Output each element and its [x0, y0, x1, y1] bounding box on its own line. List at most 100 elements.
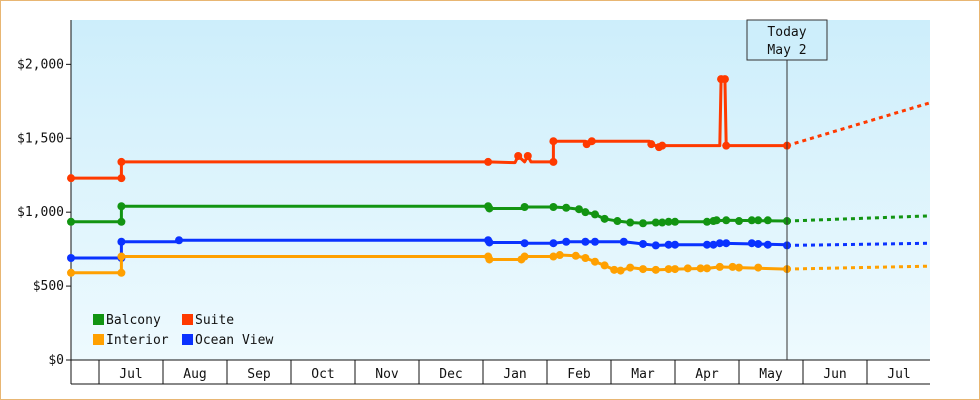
- plot-background: [71, 20, 930, 360]
- y-tick-label: $500: [33, 279, 64, 294]
- data-point-balcony: [485, 204, 494, 213]
- data-point-ocean-view: [671, 240, 679, 249]
- x-tick-label: Aug: [183, 367, 206, 382]
- legend-swatch-suite: [182, 314, 193, 325]
- data-point-interior: [651, 265, 660, 274]
- data-point-balcony: [117, 202, 126, 211]
- data-point-balcony: [626, 218, 635, 227]
- data-point-ocean-view: [651, 241, 660, 250]
- data-point-ocean-view: [664, 240, 673, 249]
- data-point-ocean-view: [747, 239, 756, 248]
- data-point-ocean-view: [639, 239, 647, 248]
- data-point-balcony: [703, 217, 711, 226]
- data-point-balcony: [763, 216, 772, 225]
- x-tick-label: May: [759, 367, 783, 382]
- data-point-ocean-view: [581, 237, 590, 246]
- data-point-balcony: [67, 217, 75, 226]
- data-point-balcony: [549, 203, 558, 211]
- legend-swatch-interior: [93, 334, 104, 345]
- series-ocean-view: [67, 236, 931, 262]
- legend: Balcony Suite Interior Ocean View: [93, 313, 273, 348]
- data-point-balcony: [575, 205, 583, 214]
- data-point-balcony: [613, 217, 622, 226]
- data-point-suite: [117, 174, 126, 183]
- data-point-interior: [485, 255, 494, 264]
- data-point-ocean-view: [754, 239, 763, 248]
- data-point-interior: [639, 265, 647, 274]
- data-point-suite: [647, 140, 656, 149]
- x-tick-label: Nov: [375, 367, 399, 382]
- today-label-line-2: May 2: [767, 43, 806, 58]
- data-point-interior: [117, 268, 126, 277]
- data-point-balcony: [117, 217, 126, 226]
- data-point-interior: [600, 261, 609, 270]
- x-tick-label: Mar: [631, 367, 655, 382]
- x-tick-label: Jul: [887, 367, 910, 382]
- data-point-suite: [549, 157, 558, 166]
- x-tick-label: Feb: [567, 367, 591, 382]
- series-balcony: [67, 202, 931, 228]
- data-point-ocean-view: [709, 240, 718, 249]
- data-point-interior: [664, 265, 673, 274]
- data-point-balcony: [562, 203, 571, 212]
- data-point-balcony: [658, 218, 667, 227]
- data-point-balcony: [600, 214, 609, 223]
- data-point-suite: [523, 152, 532, 160]
- data-point-interior: [728, 262, 737, 271]
- data-point-interior: [703, 264, 711, 273]
- y-tick-label: $1,000: [17, 205, 64, 220]
- data-point-ocean-view: [67, 254, 75, 262]
- x-axis: Jul Aug Sep Oct Nov Dec Jan Feb Mar Apr May Jun Jul: [71, 359, 930, 385]
- y-tick-label: $0: [48, 353, 64, 368]
- legend-label-ocean-view: Ocean View: [195, 333, 273, 348]
- legend-swatch-balcony: [93, 314, 104, 325]
- data-point-interior: [520, 252, 529, 261]
- data-point-balcony: [722, 216, 731, 225]
- data-point-balcony: [581, 208, 590, 217]
- y-axis: $0 $500 $1,000 $1,500 $2,000: [17, 20, 72, 384]
- series-suite: [67, 75, 931, 183]
- data-point-interior: [671, 265, 679, 274]
- series-layer: [67, 75, 931, 277]
- x-tick-label: Dec: [439, 367, 462, 382]
- data-point-ocean-view: [562, 237, 571, 246]
- x-tick-label: Oct: [311, 367, 334, 382]
- x-tick-label: Sep: [247, 367, 271, 382]
- data-point-balcony: [639, 219, 647, 228]
- today-label-box: [746, 19, 828, 61]
- data-point-ocean-view: [619, 237, 628, 246]
- data-point-ocean-view: [591, 237, 599, 246]
- legend-label-suite: Suite: [195, 313, 234, 328]
- data-point-balcony: [747, 216, 756, 225]
- data-point-interior: [626, 263, 635, 272]
- data-point-balcony: [735, 217, 743, 226]
- data-point-suite: [117, 157, 126, 166]
- data-point-interior: [696, 264, 705, 273]
- data-point-ocean-view: [485, 238, 494, 247]
- x-tick-label: Jan: [503, 367, 526, 382]
- data-point-balcony: [712, 216, 721, 225]
- data-point-ocean-view: [715, 239, 724, 248]
- data-point-interior: [571, 251, 580, 260]
- data-point-interior: [67, 268, 75, 277]
- data-point-interior: [616, 266, 625, 275]
- x-tick-label: Jul: [119, 367, 142, 382]
- forecast-line-suite: [786, 101, 931, 148]
- data-point-interior: [683, 264, 692, 273]
- x-tick-label: Apr: [695, 367, 719, 382]
- today-annotation: Today May 2: [746, 19, 828, 360]
- data-point-interior: [610, 265, 619, 274]
- data-point-balcony: [664, 217, 673, 226]
- data-point-suite: [658, 141, 667, 150]
- x-tick-label: Jun: [823, 367, 846, 382]
- y-tick-label: $1,500: [17, 131, 64, 146]
- data-point-balcony: [754, 216, 763, 225]
- y-tick-label: $2,000: [17, 57, 64, 72]
- data-point-ocean-view: [175, 236, 183, 245]
- series-interior: [67, 251, 931, 277]
- data-point-suite: [484, 157, 493, 166]
- data-point-interior: [754, 263, 763, 272]
- data-point-ocean-view: [763, 240, 772, 249]
- data-point-ocean-view: [117, 237, 126, 246]
